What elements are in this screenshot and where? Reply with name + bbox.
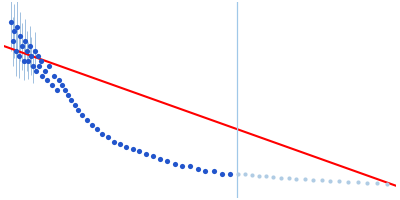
Point	[12, 49, 19, 53]
Point	[31, 49, 38, 53]
Point	[84, 118, 90, 121]
Point	[51, 74, 57, 77]
Point	[99, 133, 105, 136]
Point	[318, 179, 325, 182]
Point	[345, 180, 351, 183]
Point	[164, 160, 170, 163]
Point	[93, 128, 100, 131]
Point	[327, 179, 333, 182]
Point	[157, 157, 163, 160]
Point	[16, 54, 22, 58]
Point	[89, 123, 95, 126]
Point	[46, 64, 53, 67]
Point	[28, 54, 35, 58]
Point	[62, 89, 68, 92]
Point	[71, 103, 78, 106]
Point	[235, 172, 242, 175]
Point	[14, 25, 20, 28]
Point	[59, 84, 65, 87]
Point	[19, 45, 25, 48]
Point	[10, 40, 16, 43]
Point	[278, 176, 284, 180]
Point	[68, 98, 75, 102]
Point	[39, 74, 46, 77]
Point	[136, 150, 142, 153]
Point	[384, 183, 390, 186]
Point	[242, 173, 248, 176]
Point	[44, 79, 50, 82]
Point	[219, 172, 225, 175]
Point	[38, 59, 44, 62]
Point	[20, 59, 27, 62]
Point	[364, 181, 370, 184]
Point	[171, 162, 178, 165]
Point	[150, 155, 156, 158]
Point	[210, 169, 217, 173]
Point	[36, 64, 42, 67]
Point	[263, 175, 269, 178]
Point	[105, 135, 111, 138]
Point	[79, 113, 86, 116]
Point	[8, 20, 14, 23]
Point	[374, 182, 380, 185]
Point	[354, 181, 361, 184]
Point	[30, 64, 36, 67]
Point	[65, 94, 72, 97]
Point	[129, 147, 136, 151]
Point	[179, 165, 185, 168]
Point	[49, 84, 55, 87]
Point	[11, 30, 17, 33]
Point	[56, 79, 62, 82]
Point	[22, 40, 28, 43]
Point	[202, 169, 209, 173]
Point	[293, 177, 300, 180]
Point	[227, 172, 233, 175]
Point	[194, 167, 201, 170]
Point	[53, 89, 60, 92]
Point	[336, 180, 342, 183]
Point	[27, 45, 33, 48]
Point	[42, 69, 48, 72]
Point	[117, 143, 123, 146]
Point	[270, 176, 276, 179]
Point	[17, 35, 24, 38]
Point	[310, 178, 316, 181]
Point	[123, 145, 130, 148]
Point	[248, 174, 255, 177]
Point	[34, 54, 41, 58]
Point	[187, 165, 193, 168]
Point	[256, 174, 262, 178]
Point	[24, 49, 30, 53]
Point	[143, 152, 149, 156]
Point	[75, 108, 82, 111]
Point	[33, 69, 39, 72]
Point	[285, 177, 292, 180]
Point	[25, 59, 32, 62]
Point	[302, 178, 308, 181]
Point	[110, 140, 117, 143]
